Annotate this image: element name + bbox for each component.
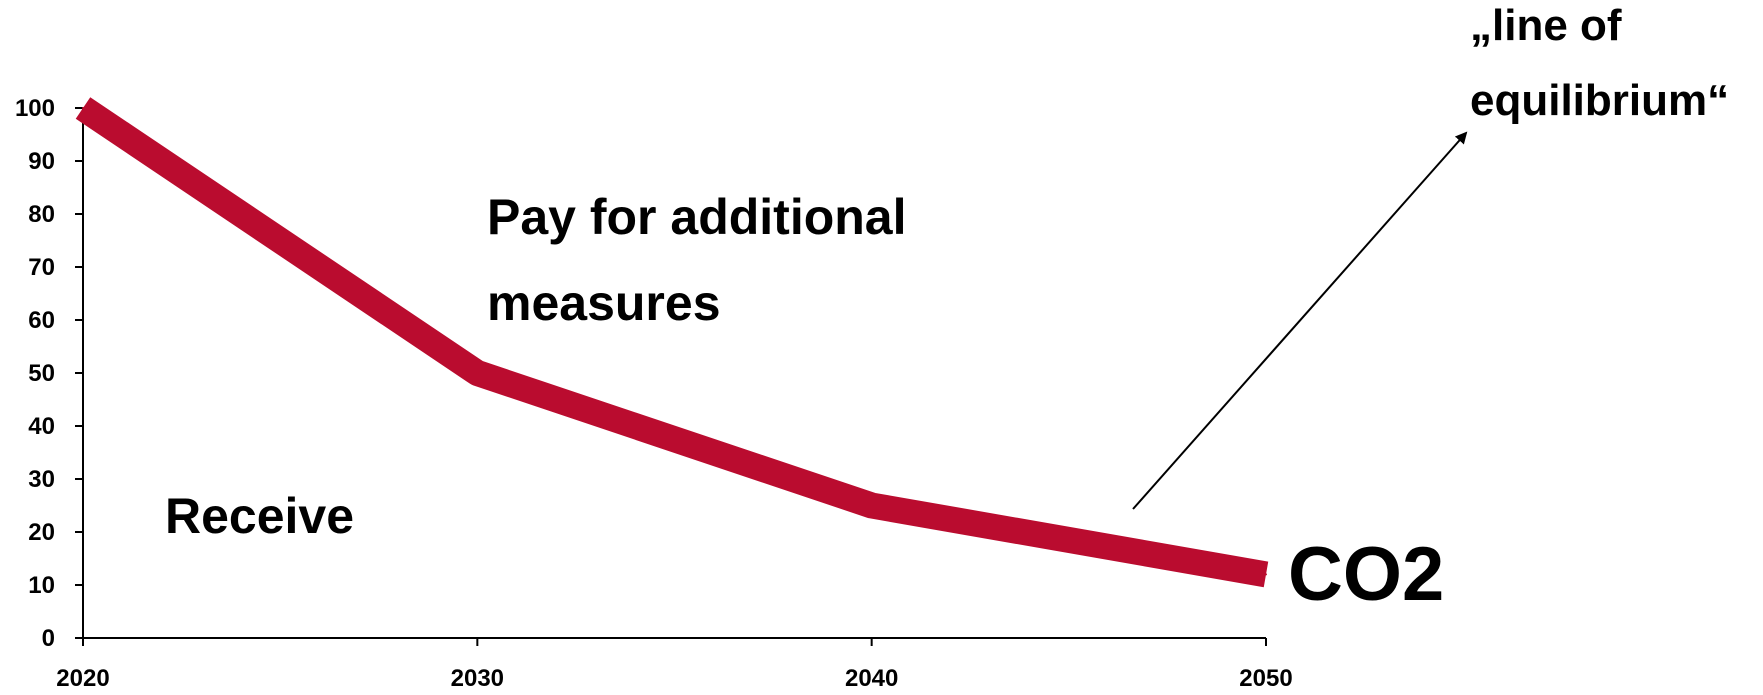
data-point — [1265, 573, 1267, 576]
x-tick-label: 2020 — [56, 665, 109, 692]
y-tick-label: 50 — [28, 360, 55, 387]
x-tick-label: 2050 — [1239, 665, 1292, 692]
annotation-arrow-label-line1: „line of — [1470, 1, 1622, 50]
y-tick-label: 90 — [28, 148, 55, 175]
data-point — [82, 107, 84, 109]
y-tick-label: 10 — [28, 572, 55, 599]
series-co2 — [75, 97, 1269, 588]
y-tick-label: 40 — [28, 413, 55, 440]
y-tick-label: 80 — [28, 201, 55, 228]
x-axis: 2020 2030 2040 2050 — [56, 637, 1293, 692]
y-axis: 0 10 20 30 40 50 60 70 80 90 100 — [15, 95, 84, 652]
series-line-co2 — [75, 97, 1269, 588]
y-tick-label: 0 — [42, 625, 55, 652]
x-tick-label: 2040 — [845, 665, 898, 692]
y-tick-label: 100 — [15, 95, 55, 122]
annotation-arrow-label-line2: equilibrium“ — [1470, 76, 1729, 125]
y-tick-label: 60 — [28, 307, 55, 334]
annotation-upper-region-line1: Pay for additional — [487, 189, 907, 245]
data-point — [870, 504, 873, 507]
x-tick-label: 2030 — [451, 665, 504, 692]
data-point — [476, 372, 479, 374]
y-tick-label: 70 — [28, 254, 55, 281]
annotation-lower-region: Receive — [165, 488, 354, 544]
y-tick-label: 30 — [28, 466, 55, 493]
y-tick-label: 20 — [28, 519, 55, 546]
equilibrium-arrow — [1132, 131, 1468, 510]
series-label-co2: CO2 — [1288, 532, 1444, 617]
annotation-upper-region-line2: measures — [487, 275, 721, 331]
